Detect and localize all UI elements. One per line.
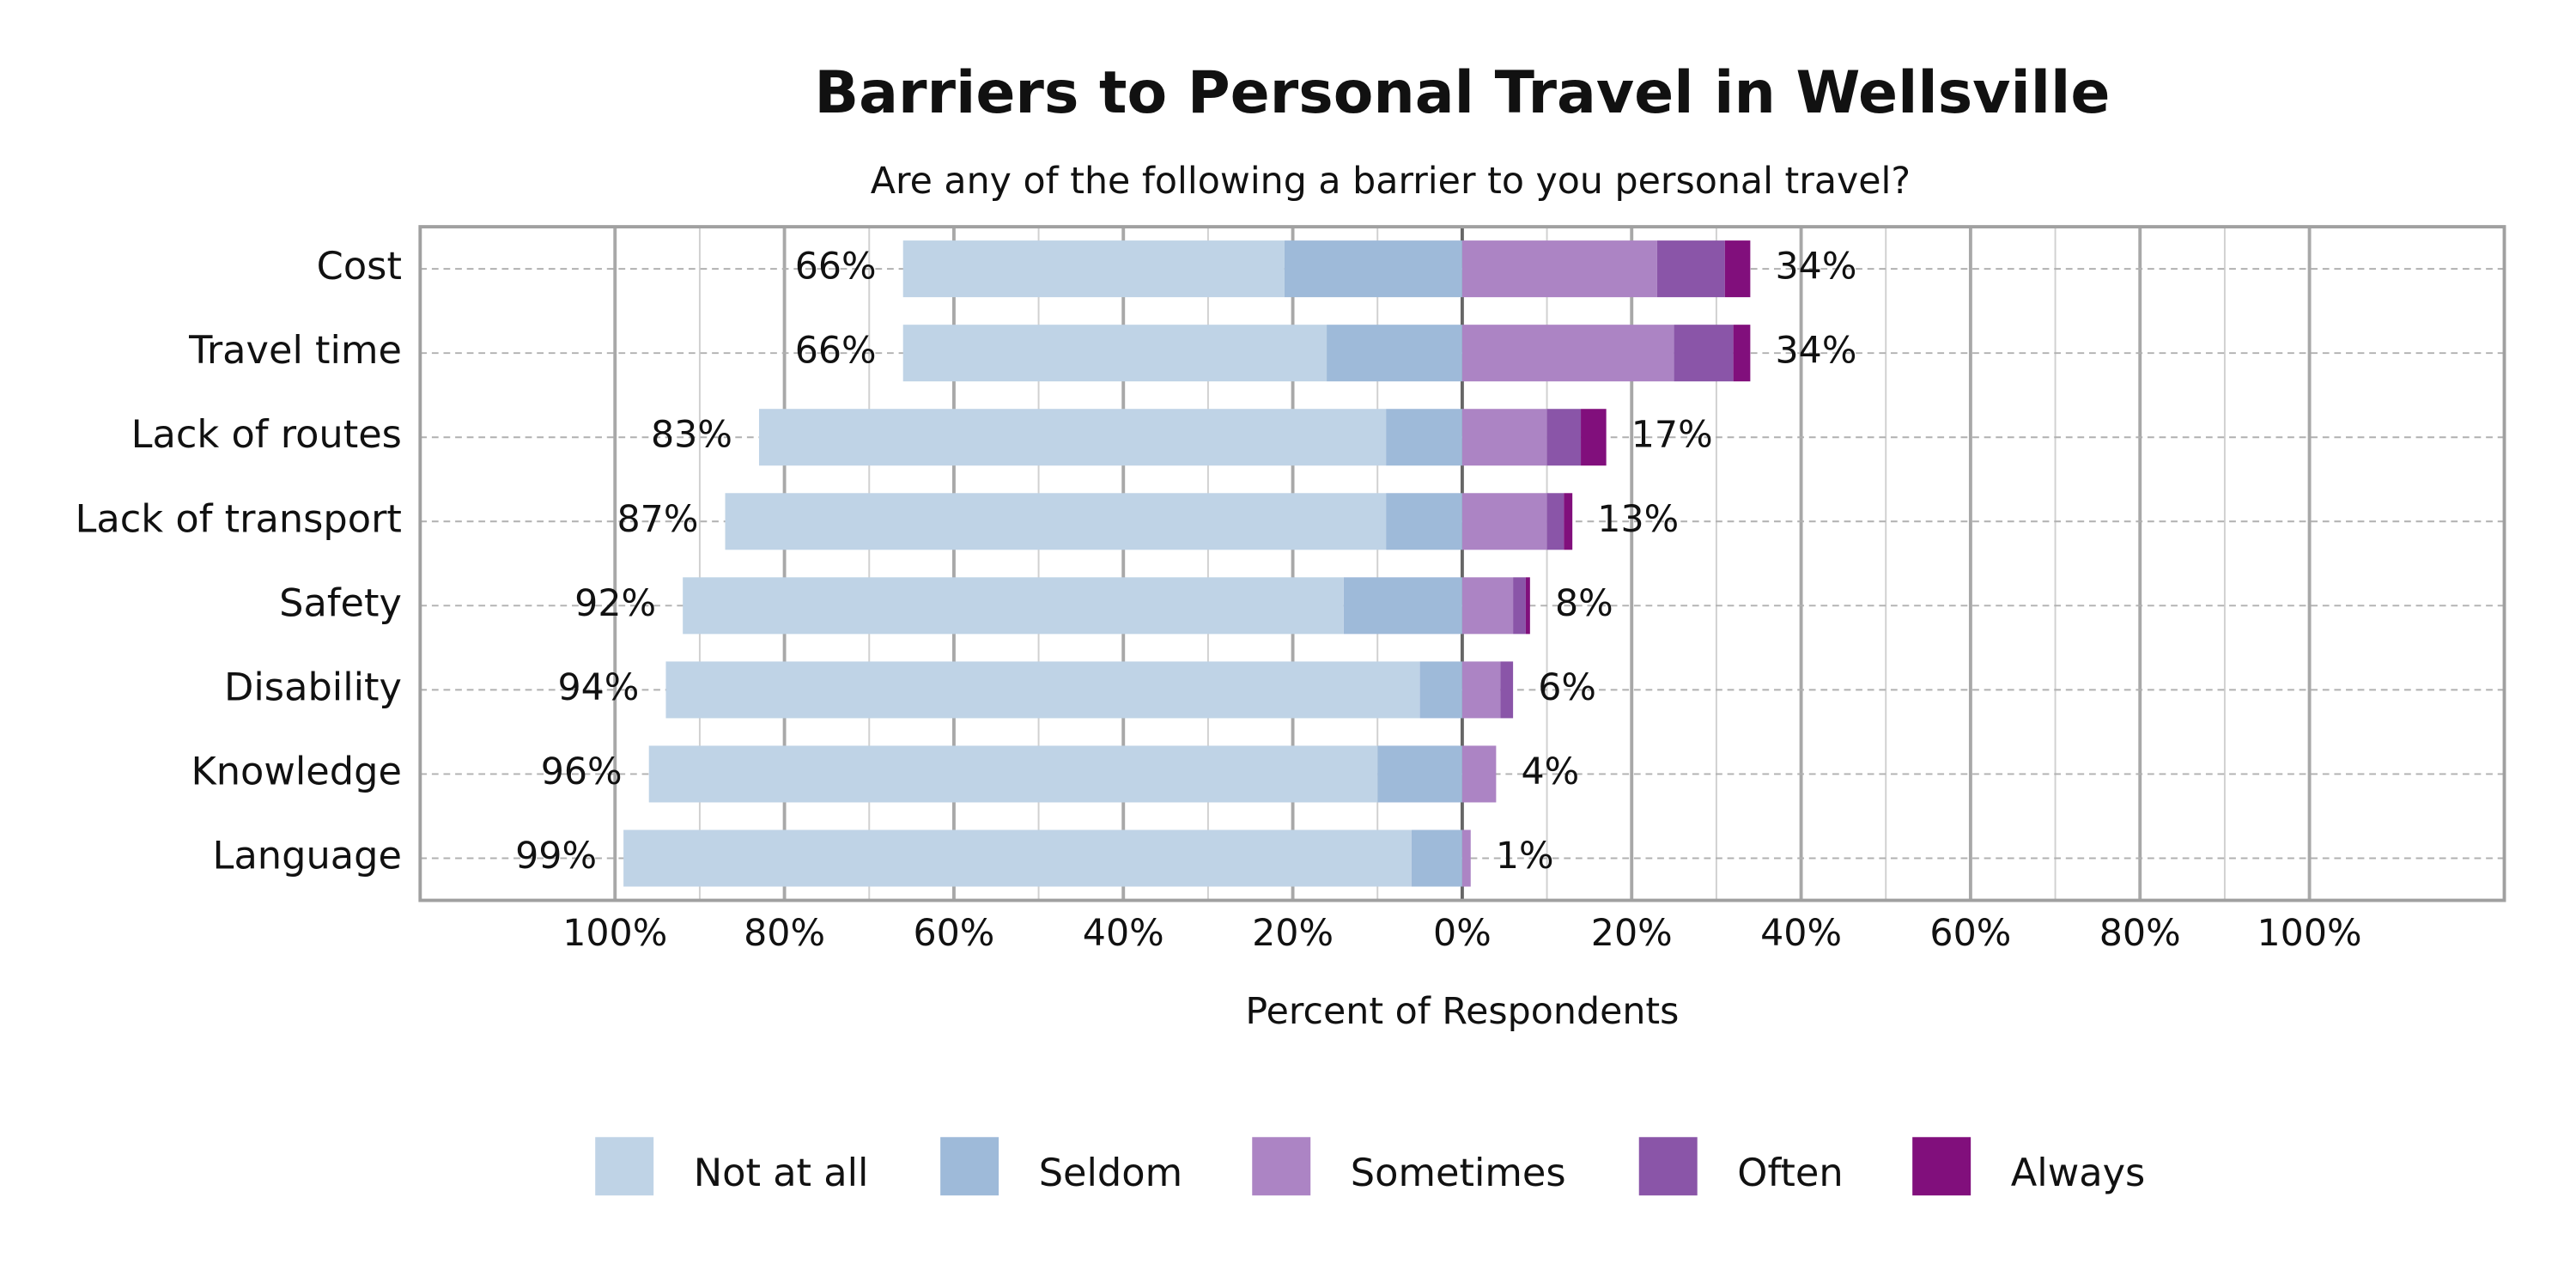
bar-segment — [1461, 493, 1547, 550]
right-total-label: 34% — [1776, 246, 1857, 289]
bar-segment — [902, 325, 1327, 382]
bar-segment — [623, 829, 1412, 887]
chart-subtitle: Are any of the following a barrier to yo… — [871, 160, 1911, 203]
bar-segment — [1377, 745, 1462, 803]
x-tick-label: 20% — [1252, 912, 1334, 955]
bar-segment — [758, 409, 1387, 466]
y-tick-label: Disability — [224, 665, 402, 709]
legend-swatch — [1912, 1137, 1971, 1196]
right-total-label: 1% — [1496, 835, 1554, 878]
bar-segment — [1461, 240, 1657, 298]
bar-segment — [1656, 240, 1725, 298]
y-tick-label: Cost — [317, 244, 402, 289]
legend-label: Seldom — [1039, 1151, 1182, 1195]
bar-segment — [1513, 577, 1526, 635]
legend-swatch — [1252, 1137, 1311, 1196]
right-total-label: 34% — [1776, 330, 1857, 373]
x-tick-label: 60% — [1929, 912, 2011, 955]
x-tick-label: 80% — [744, 912, 825, 955]
y-tick-label: Lack of transport — [76, 496, 402, 541]
left-total-label: 96% — [541, 750, 623, 793]
bar-segment — [1461, 577, 1514, 635]
right-total-label: 17% — [1631, 414, 1713, 457]
left-total-label: 94% — [557, 666, 639, 709]
right-total-label: 13% — [1597, 498, 1679, 541]
left-total-label: 99% — [515, 835, 597, 878]
bar-segment — [1461, 325, 1674, 382]
x-tick-label: 0% — [1433, 912, 1492, 955]
bar-segment — [1284, 240, 1462, 298]
bar-segment — [1674, 325, 1734, 382]
y-tick-label: Language — [213, 834, 402, 878]
bar-segment — [1419, 661, 1462, 719]
x-tick-label: 40% — [1083, 912, 1164, 955]
legend-label: Not at all — [694, 1151, 869, 1195]
bar-segment — [1343, 577, 1462, 635]
right-total-label: 8% — [1555, 582, 1613, 625]
bar-segment — [1386, 493, 1462, 550]
bar-segment — [1461, 745, 1497, 803]
bar-segment — [1500, 661, 1514, 719]
bar-segment — [1525, 577, 1530, 635]
x-tick-label: 100% — [2257, 912, 2362, 955]
right-total-label: 6% — [1538, 666, 1596, 709]
legend-swatch — [1638, 1137, 1698, 1196]
x-tick-label: 20% — [1591, 912, 1673, 955]
left-total-label: 83% — [651, 414, 732, 457]
bar-segment — [1461, 409, 1547, 466]
x-axis-label: Percent of Respondents — [1245, 990, 1679, 1033]
y-tick-label: Safety — [279, 580, 402, 625]
x-tick-label: 100% — [562, 912, 667, 955]
legend-swatch — [940, 1137, 999, 1196]
bar-segment — [1411, 829, 1462, 887]
bar-segment — [683, 577, 1344, 635]
left-total-label: 92% — [574, 582, 656, 625]
bar-segment — [1546, 409, 1582, 466]
bar-segment — [648, 745, 1378, 803]
bar-segment — [1327, 325, 1462, 382]
y-tick-label: Travel time — [188, 328, 402, 373]
x-tick-label: 80% — [2099, 912, 2181, 955]
left-total-label: 66% — [795, 330, 877, 373]
bar-segment — [1546, 493, 1564, 550]
x-tick-label: 60% — [913, 912, 994, 955]
left-total-label: 87% — [617, 498, 699, 541]
bar-segment — [1461, 829, 1471, 887]
bar-segment — [1386, 409, 1462, 466]
legend-label: Sometimes — [1351, 1151, 1566, 1195]
y-tick-label: Knowledge — [191, 749, 401, 793]
bar-segment — [1564, 493, 1573, 550]
chart-title: Barriers to Personal Travel in Wellsvill… — [814, 59, 2110, 127]
bar-segment — [1724, 240, 1751, 298]
left-total-label: 66% — [795, 246, 877, 289]
bar-segment — [1581, 409, 1607, 466]
y-tick-label: Lack of routes — [131, 412, 402, 457]
x-tick-label: 40% — [1760, 912, 1842, 955]
right-total-label: 4% — [1522, 750, 1580, 793]
legend-label: Always — [2011, 1151, 2146, 1195]
plot-frame — [418, 225, 2506, 902]
legend-swatch — [595, 1137, 654, 1196]
bar-segment — [902, 240, 1285, 298]
bar-segment — [665, 661, 1420, 719]
bar-segment — [1733, 325, 1751, 382]
legend-label: Often — [1737, 1151, 1843, 1195]
bar-segment — [1461, 661, 1501, 719]
bar-segment — [725, 493, 1387, 550]
